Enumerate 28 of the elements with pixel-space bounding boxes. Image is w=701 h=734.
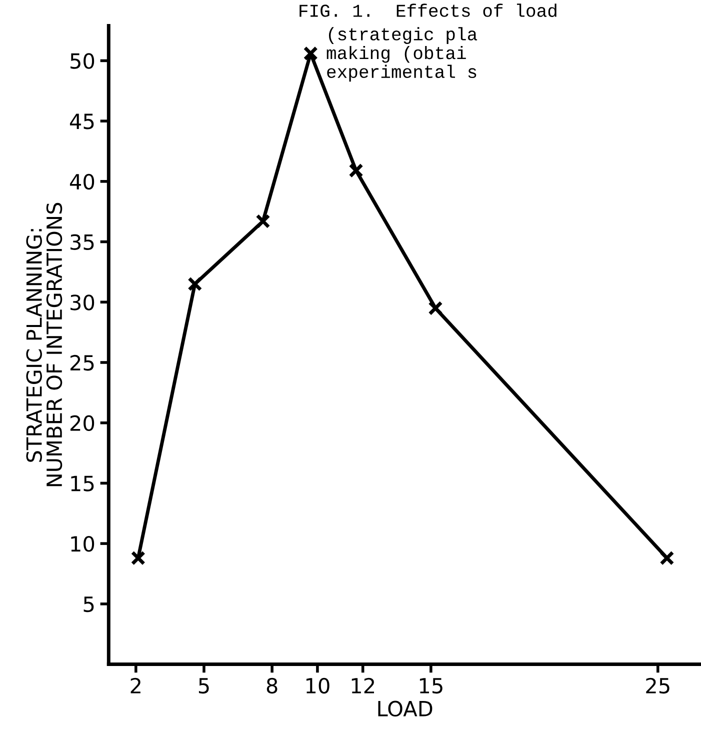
point <box>428 300 443 316</box>
y-tick-label: 10 <box>71 536 94 552</box>
text: (strategic pla making (obtai experimental s <box>326 27 478 82</box>
y-axis-title: STRATEGIC PLANNING: NUMBER OF INTEGRATIONS <box>26 202 62 486</box>
x-tick-label: 12 <box>352 678 374 694</box>
y-tick-label: 30 <box>70 294 94 310</box>
y-tick-label: 40 <box>70 174 94 190</box>
y-tick-label: 45 <box>70 114 94 130</box>
x-tick-label: 15 <box>420 678 442 694</box>
y-tick-label: 20 <box>70 415 94 432</box>
x-tick-label: 8 <box>266 678 278 694</box>
y-tick-label: 25 <box>70 354 94 371</box>
chart-title: FIG. 1. Effects of load <box>300 4 556 17</box>
x-tick-label: 25 <box>646 678 670 694</box>
point <box>130 550 146 566</box>
y-tick-label: 50 <box>70 53 94 69</box>
point <box>303 46 318 61</box>
point <box>188 276 202 292</box>
x-tick-label: 5 <box>198 678 209 694</box>
point <box>348 163 364 178</box>
x-tick-label: 10 <box>306 678 330 694</box>
point <box>660 550 674 566</box>
y-tick-label: 5 <box>84 596 94 612</box>
x-tick-label: 2 <box>130 678 140 694</box>
y-tick-label: 15 <box>71 476 94 492</box>
point <box>256 214 270 229</box>
x-axis-title: LOAD <box>378 700 432 717</box>
y-tick-label: 35 <box>70 234 94 250</box>
